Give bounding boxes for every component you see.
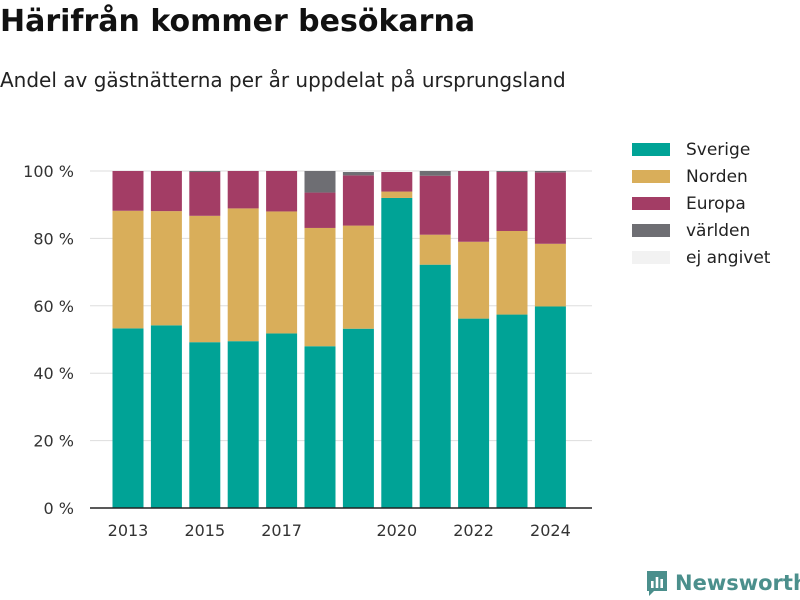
legend-swatch: [632, 251, 670, 264]
bar-segment: [419, 264, 451, 508]
legend-item: världen: [632, 217, 770, 244]
bar-segment: [112, 210, 144, 329]
bar-segment: [458, 241, 490, 319]
bar-segment: [342, 225, 374, 329]
bar-segment: [189, 215, 221, 343]
x-tick-label: 2024: [530, 521, 571, 540]
bar-segment: [342, 328, 374, 508]
bar-segment: [150, 171, 182, 212]
bar-segment: [381, 171, 413, 173]
legend-swatch: [632, 224, 670, 237]
bar-segment: [304, 171, 336, 193]
bar-segment: [534, 243, 566, 307]
bar-segment: [496, 314, 528, 508]
y-tick-label: 100 %: [23, 162, 74, 181]
brand-name: Newsworthy: [675, 571, 800, 595]
bar-segment: [266, 211, 298, 334]
legend-swatch: [632, 197, 670, 210]
bar-segment: [112, 328, 144, 508]
bar-segment: [189, 342, 221, 508]
x-tick-label: 2013: [108, 521, 149, 540]
bar-segment: [227, 171, 259, 209]
bar-segment: [419, 175, 451, 235]
bar-segment: [496, 171, 528, 173]
bar-segment: [304, 346, 336, 508]
legend-label: Norden: [686, 166, 748, 187]
legend-label: Sverige: [686, 139, 751, 160]
bar-segment: [458, 171, 490, 242]
x-tick-label: 2015: [184, 521, 225, 540]
legend-item: Sverige: [632, 136, 770, 163]
bar-segment: [266, 171, 298, 212]
legend-label: världen: [686, 220, 751, 241]
legend-item: Norden: [632, 163, 770, 190]
x-tick-label: 2017: [261, 521, 302, 540]
bar-segment: [496, 230, 528, 315]
bar-segment: [381, 191, 413, 198]
bar-segment: [534, 172, 566, 244]
bar-segment: [342, 171, 374, 173]
x-tick-label: 2020: [376, 521, 417, 540]
bar-segment: [189, 171, 221, 173]
bar-segment: [150, 325, 182, 508]
bar-segment: [342, 175, 374, 226]
bar-segment: [304, 192, 336, 228]
legend-label: Europa: [686, 193, 746, 214]
bar-segment: [381, 197, 413, 508]
brand-logo: Newsworthy: [645, 569, 800, 597]
bar-segment: [496, 172, 528, 231]
y-tick-label: 40 %: [33, 364, 74, 383]
bar-segment: [458, 318, 490, 508]
legend-item: ej angivet: [632, 244, 770, 271]
y-tick-label: 20 %: [33, 432, 74, 451]
legend-swatch: [632, 170, 670, 183]
chart-legend: Sverige Norden Europa världen ej angivet: [632, 136, 770, 271]
bar-segment: [419, 234, 451, 265]
legend-item: Europa: [632, 190, 770, 217]
bar-segment: [227, 341, 259, 508]
bar-segment: [112, 171, 144, 211]
legend-label: ej angivet: [686, 247, 771, 268]
bar-segment: [189, 172, 221, 216]
bar-segment: [381, 172, 413, 192]
bar-segment: [266, 333, 298, 508]
bar-segment: [304, 227, 336, 347]
y-tick-label: 80 %: [33, 229, 74, 248]
chart-subtitle: Andel av gästnätterna per år uppdelat på…: [0, 68, 566, 92]
x-tick-label: 2022: [453, 521, 494, 540]
legend-swatch: [632, 143, 670, 156]
bar-segment: [342, 172, 374, 176]
chart-title: Härifrån kommer besökarna: [0, 4, 476, 39]
y-tick-label: 60 %: [33, 297, 74, 316]
bar-segment: [227, 208, 259, 342]
bar-segment: [150, 211, 182, 326]
bar-segment: [534, 171, 566, 173]
newsworthy-logo-icon: [647, 571, 667, 596]
bar-segment: [419, 171, 451, 176]
y-tick-label: 0 %: [44, 499, 74, 518]
bar-segment: [534, 306, 566, 508]
